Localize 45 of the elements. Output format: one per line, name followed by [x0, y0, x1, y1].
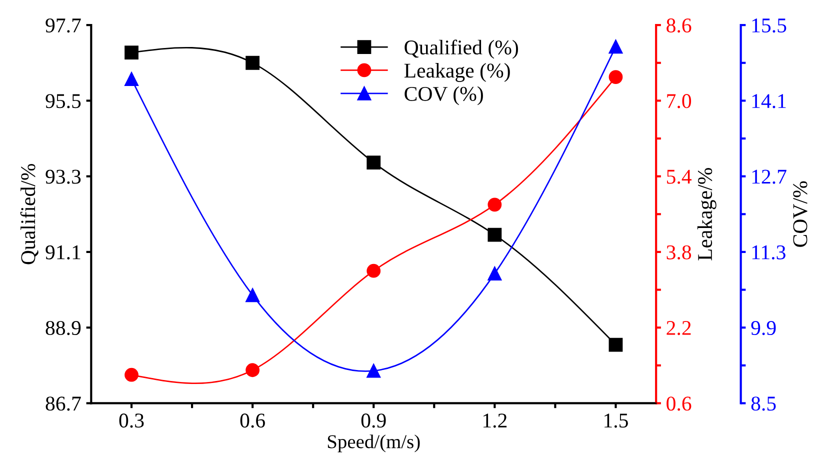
- y2-tick-label: 7.0: [667, 94, 692, 108]
- y3-tick-label: 11.3: [752, 245, 786, 260]
- x-tick-label: 0.9: [361, 414, 386, 428]
- point: [366, 364, 381, 378]
- x-tick-label: 0.6: [240, 414, 265, 428]
- point: [124, 368, 138, 382]
- point: [608, 70, 623, 84]
- y2-tick-label: 2.2: [666, 321, 691, 336]
- x-tick-label: 0.3: [119, 414, 144, 428]
- point: [366, 264, 381, 278]
- y2-tick-label: 3.8: [666, 245, 692, 260]
- y3-tick-label: 9.9: [751, 321, 776, 336]
- point: [488, 198, 502, 212]
- y-tick-label: 93.3: [46, 170, 81, 184]
- point: [246, 288, 260, 302]
- y3-tick-label: 8.5: [751, 396, 776, 411]
- x-tick-label: 1.2: [483, 414, 507, 428]
- y2-tick-label: 8.6: [666, 18, 692, 33]
- point: [124, 72, 138, 86]
- y-tick-label: 97.7: [46, 18, 81, 33]
- x-tick-label: 1.5: [604, 414, 628, 428]
- y-tick-label: 88.9: [46, 320, 81, 336]
- legend-label: Qualified (%): [404, 40, 518, 59]
- point: [608, 338, 623, 352]
- y3-tick-label: 12.7: [752, 170, 786, 184]
- y3-tick-label: 15.5: [752, 18, 786, 33]
- y-axis-title: Qualified/%: [20, 164, 38, 264]
- y-tick-label: 86.7: [46, 396, 81, 411]
- point: [488, 228, 502, 242]
- y2-tick-label: 0.6: [666, 396, 692, 411]
- y-tick-label: 95.5: [46, 94, 81, 108]
- point: [608, 40, 623, 54]
- y3-tick-label: 14.1: [752, 94, 786, 108]
- point: [246, 363, 260, 378]
- y3-axis-title: COV/%: [793, 181, 808, 247]
- legend-label: Leakage (%): [404, 63, 510, 82]
- point: [488, 266, 502, 281]
- legend-label: COV (%): [404, 86, 483, 106]
- y2-axis-title: Leakage/%: [697, 168, 716, 260]
- y2-tick-label: 5.4: [667, 170, 692, 184]
- y-tick-label: 91.1: [46, 245, 80, 260]
- point: [246, 56, 260, 70]
- x-axis-title: Speed/(m/s): [328, 434, 420, 452]
- point: [124, 46, 138, 60]
- point: [366, 156, 381, 170]
